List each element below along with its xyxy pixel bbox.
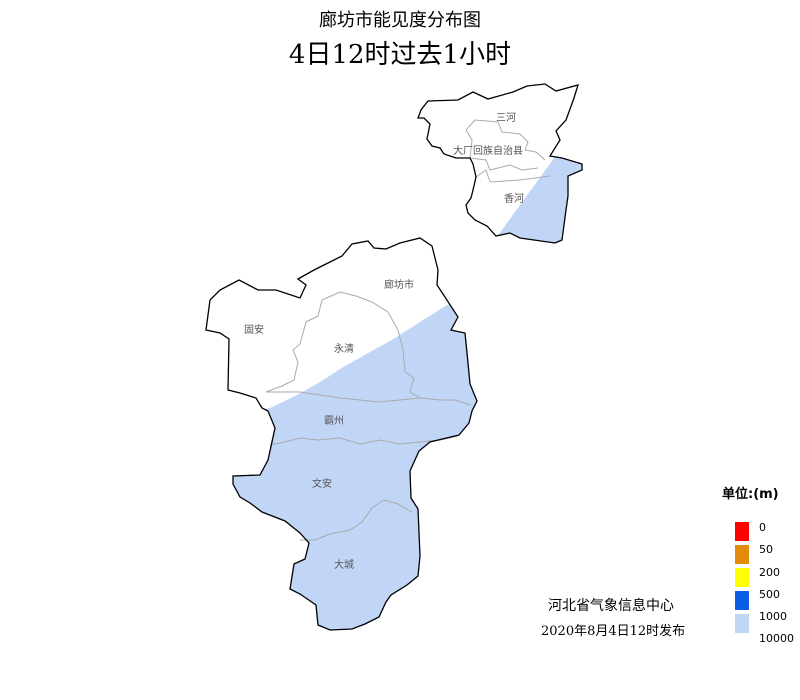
legend-value-10000: 10000	[759, 632, 794, 645]
county-boundaries	[265, 119, 551, 541]
legend-value-500: 500	[759, 588, 780, 601]
label-langfang: 廊坊市	[384, 278, 414, 291]
city-outer-boundary	[205, 83, 583, 631]
label-yongqing: 永清	[334, 342, 354, 355]
legend-swatch-200	[735, 568, 749, 587]
issued-time-text: 2020年8月4日12时发布	[541, 624, 686, 639]
visibility-fill-south	[206, 280, 477, 630]
label-dachang: 大厂回族自治县	[453, 144, 523, 157]
label-wenan: 文安	[312, 477, 332, 490]
county-labels: 三河 大厂回族自治县 香河 廊坊市 固安 永清 霸州 文安 大城	[244, 112, 524, 571]
legend-value-200: 200	[759, 566, 780, 579]
legend-value-50: 50	[759, 543, 773, 556]
label-xianghe: 香河	[504, 193, 524, 205]
label-guan: 固安	[244, 323, 264, 336]
legend-swatch-1000	[735, 614, 749, 633]
legend-swatch-50	[735, 545, 749, 564]
legend-value-0: 0	[759, 521, 766, 534]
issuer-text: 河北省气象信息中心	[548, 598, 674, 614]
label-bazhou: 霸州	[324, 415, 344, 427]
legend-swatch-0	[735, 522, 749, 541]
map-title: 廊坊市能见度分布图	[319, 10, 481, 31]
legend-title: 单位:(m)	[722, 487, 779, 502]
label-dacheng: 大城	[334, 558, 354, 571]
legend-swatch-500	[735, 591, 749, 610]
label-sanhe: 三河	[496, 112, 516, 124]
map-subtitle: 4日12时过去1小时	[288, 40, 512, 70]
legend-value-1000: 1000	[759, 610, 787, 623]
